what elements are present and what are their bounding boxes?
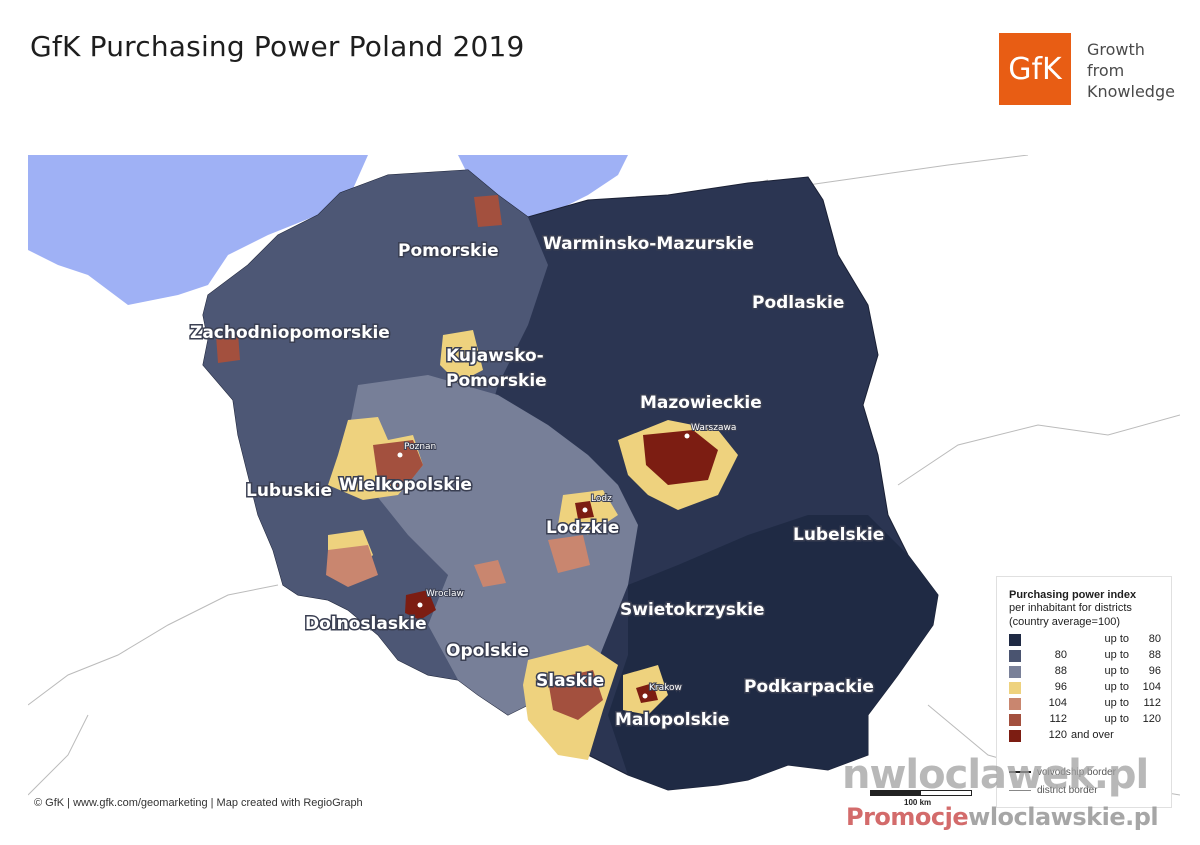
- legend-mid: up to: [1104, 713, 1129, 725]
- legend-mid: up to: [1104, 665, 1129, 677]
- city-label-lodz: Lodz: [591, 494, 612, 504]
- watermark-part-a: Promocje: [846, 803, 969, 831]
- slask-core: [548, 670, 603, 720]
- legend-swatch: [1009, 682, 1021, 694]
- legend-from: 96: [1054, 681, 1067, 693]
- region-label-wielkopolskie: Wielkopolskie: [339, 475, 472, 495]
- kujawy-ring: [440, 330, 483, 383]
- voivodship-border-label: voivodship border: [1037, 767, 1116, 778]
- legend-row: 88 up to 96: [1009, 665, 1161, 679]
- region-label-kujawsko: Kujawsko-: [446, 346, 544, 366]
- city-label-krakow: Krakow: [649, 683, 682, 693]
- legend-swatch: [1009, 714, 1021, 726]
- logo-tagline: Growth from Knowledge: [1087, 39, 1175, 102]
- region-label-pomorskie: Pomorskie: [398, 241, 499, 261]
- legend-row: 104 up to 112: [1009, 697, 1161, 711]
- legend-mid: up to: [1104, 633, 1129, 645]
- city-marker-lodz: [582, 507, 588, 513]
- region-label-kujawsko-pomorskie: Pomorskie: [446, 371, 547, 391]
- tagline-line-1: Growth: [1087, 40, 1145, 59]
- district-border-sample: [1009, 789, 1031, 791]
- region-label-warminsko-mazurskie: Warminsko-Mazurskie: [543, 234, 754, 254]
- city-marker-krakow: [642, 693, 648, 699]
- szczecin-core: [216, 333, 240, 363]
- region-label-lubelskie: Lubelskie: [793, 525, 884, 545]
- map-legend: Purchasing power index per inhabitant fo…: [996, 576, 1172, 808]
- legend-voivodship-border: voivodship border: [1009, 767, 1116, 778]
- region-label-zachodniopomorskie: Zachodniopomorskie: [190, 323, 390, 343]
- poznan-core: [373, 440, 423, 490]
- legend-row: 80 up to 88: [1009, 649, 1161, 663]
- belchatow-district: [548, 535, 590, 573]
- legend-from: 112: [1049, 713, 1067, 725]
- city-label-poznan: Poznan: [404, 442, 436, 452]
- tagline-line-3: Knowledge: [1087, 82, 1175, 101]
- region-label-swietokrzyskie: Swietokrzyskie: [620, 600, 765, 620]
- legend-row: up to 80: [1009, 633, 1161, 647]
- region-label-mazowieckie: Mazowieckie: [640, 393, 762, 413]
- legend-mid: and over: [1071, 729, 1114, 741]
- legend-to: 104: [1142, 681, 1161, 693]
- legend-to: 112: [1143, 697, 1161, 709]
- legend-swatch: [1009, 650, 1021, 662]
- legend-row: 120 and over: [1009, 729, 1159, 743]
- city-marker-poznan: [397, 452, 403, 458]
- watermark-part-b: wloclawskie.pl: [968, 803, 1159, 831]
- legend-swatch: [1009, 634, 1021, 646]
- map-canvas: Pomorskie Warminsko-Mazurskie Podlaskie …: [28, 155, 1180, 796]
- city-label-wroclaw: Wroclaw: [426, 589, 464, 599]
- voivodship-border-sample: [1009, 771, 1031, 774]
- legend-from: 80: [1054, 649, 1067, 661]
- region-label-slaskie: Slaskie: [536, 671, 604, 691]
- gfk-logo: GfK: [999, 33, 1071, 105]
- poland-map: Pomorskie Warminsko-Mazurskie Podlaskie …: [28, 155, 1180, 815]
- legend-mid: up to: [1104, 649, 1129, 661]
- city-marker-wroclaw: [417, 602, 423, 608]
- city-label-warszawa: Warszawa: [691, 423, 736, 433]
- legend-row: 112 up to 120: [1009, 713, 1161, 727]
- legend-swatch: [1009, 730, 1021, 742]
- region-label-malopolskie: Malopolskie: [615, 710, 729, 730]
- map-credits: © GfK | www.gfk.com/geomarketing | Map c…: [34, 797, 363, 809]
- southeast-districts: [608, 515, 938, 790]
- region-label-lodzkie: Lodzkie: [546, 518, 619, 538]
- gdansk-core: [474, 195, 502, 227]
- legend-to: 80: [1148, 633, 1161, 645]
- legend-from: 120: [1048, 729, 1067, 741]
- region-label-dolnoslaskie: Dolnoslaskie: [305, 614, 427, 634]
- tagline-line-2: from: [1087, 61, 1125, 80]
- city-marker-warszawa: [684, 433, 690, 439]
- baltic-sea: [28, 155, 628, 305]
- legend-from: 88: [1054, 665, 1067, 677]
- scale-bar: 100 km: [870, 788, 980, 808]
- watermark-line-1: nwloclawek.pl: [842, 752, 1149, 798]
- scale-bar-label: 100 km: [904, 798, 932, 807]
- region-label-opolskie: Opolskie: [446, 641, 529, 661]
- legend-row: 96 up to 104: [1009, 681, 1161, 695]
- region-label-podkarpackie: Podkarpackie: [744, 677, 874, 697]
- legend-mid: up to: [1104, 681, 1129, 693]
- region-label-podlaskie: Podlaskie: [752, 293, 844, 313]
- lubin-district: [474, 560, 506, 587]
- legend-subtitle-2: (country average=100): [1009, 616, 1120, 628]
- legend-title: Purchasing power index: [1009, 589, 1137, 601]
- legend-to: 88: [1148, 649, 1161, 661]
- neighbour-border: [28, 155, 1180, 796]
- watermark-line-2: Promocjewloclawskie.pl: [846, 803, 1159, 831]
- legend-swatch: [1009, 698, 1021, 710]
- legend-to: 96: [1148, 665, 1161, 677]
- legnica-district: [326, 545, 378, 587]
- legend-to: 120: [1142, 713, 1161, 725]
- legend-swatch: [1009, 666, 1021, 678]
- district-border-label: district border: [1037, 785, 1098, 796]
- krakow-core: [636, 683, 658, 703]
- warszawa-core: [643, 430, 718, 485]
- scale-bar-graphic: [870, 790, 972, 796]
- legend-subtitle-1: per inhabitant for districts: [1009, 602, 1132, 614]
- map-title: GfK Purchasing Power Poland 2019: [30, 30, 525, 63]
- legend-from: 104: [1048, 697, 1067, 709]
- region-label-lubuskie: Lubuskie: [246, 481, 332, 501]
- legend-district-border: district border: [1009, 785, 1098, 796]
- legend-mid: up to: [1104, 697, 1129, 709]
